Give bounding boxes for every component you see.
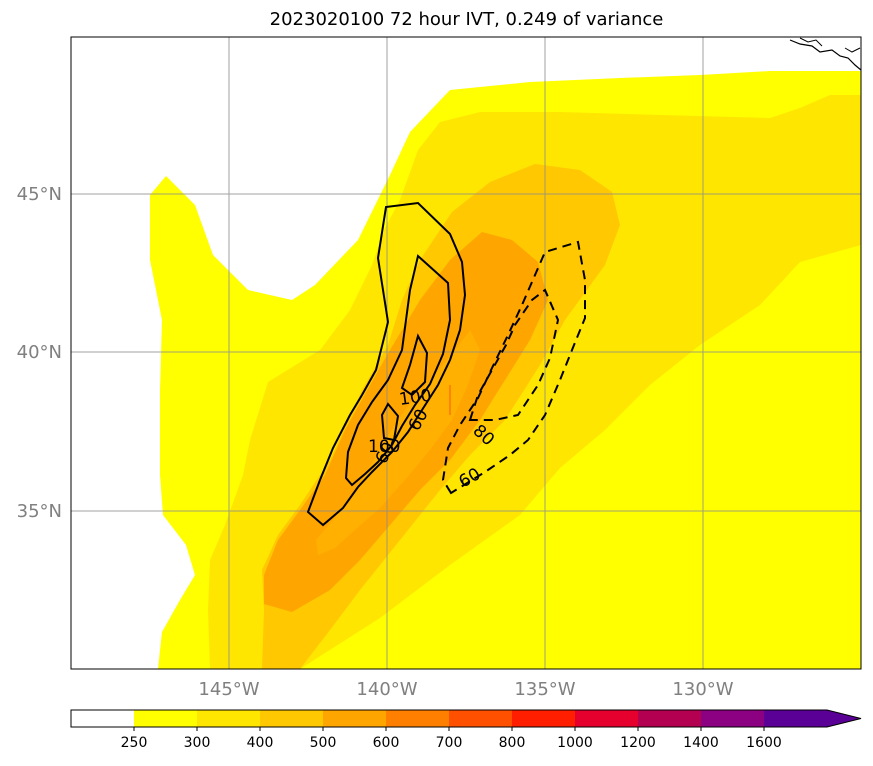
solid-contour-inner	[344, 254, 452, 487]
colorbar-tick-label: 600	[373, 735, 400, 751]
coastline-island	[799, 37, 861, 53]
colorbar-segment	[197, 710, 261, 727]
dashed-contour-outer	[441, 240, 586, 495]
lon-tick-label: 135°W	[514, 679, 575, 700]
colorbar-segment	[701, 710, 765, 727]
colorbar-segment	[638, 710, 702, 727]
solid-contour-outer	[306, 201, 467, 527]
gridlines	[71, 37, 861, 669]
colorbar-segment	[134, 710, 198, 727]
lon-tick-label: 140°W	[356, 679, 417, 700]
colorbar-segment	[512, 710, 576, 727]
colorbar-tick-label: 700	[436, 735, 463, 751]
colorbar-segment	[260, 710, 324, 727]
chart-title: 2023020100 72 hour IVT, 0.249 of varianc…	[269, 9, 664, 30]
colorbar-tick-label: 1000	[557, 735, 593, 751]
colorbar-segment	[386, 710, 450, 727]
colorbar-segment	[449, 710, 513, 727]
solid-contours	[306, 201, 467, 527]
colorbar-tick-label: 1400	[683, 735, 719, 751]
colorbar-segment	[323, 710, 387, 727]
lat-tick-labels: 45°N 40°N 35°N	[17, 184, 62, 522]
lon-tick-label: 145°W	[198, 679, 259, 700]
colorbar-extend-arrow	[826, 710, 861, 727]
colorbar-tick-label: 300	[184, 735, 211, 751]
contour-label-solid: 100	[398, 386, 433, 410]
colorbar-segment	[71, 710, 135, 727]
colorbar-outline	[70, 709, 862, 728]
dashed-contours	[441, 240, 586, 495]
lon-tick-labels: 145°W 140°W 135°W 130°W	[198, 679, 733, 700]
lat-tick-label: 45°N	[17, 184, 62, 205]
colorbar-tick-label: 400	[247, 735, 274, 751]
lon-tick-label: 130°W	[672, 679, 733, 700]
contour-label-solid: 100	[368, 437, 400, 457]
plot-frame	[70, 36, 862, 670]
solid-contour-small-b	[380, 402, 400, 442]
colorbar-tick-label: 1200	[620, 735, 656, 751]
solid-contour-small-a	[400, 333, 429, 397]
lat-tick-label: 40°N	[17, 342, 62, 363]
colorbar-segment	[575, 710, 639, 727]
colorbar-tick-label: 800	[499, 735, 526, 751]
colorbar-tick-label: 250	[121, 735, 148, 751]
coastline	[789, 39, 861, 71]
colorbar-tick-label: 500	[310, 735, 337, 751]
lat-tick-label: 35°N	[17, 501, 62, 522]
colorbar: 250 300 400 500 600 700 800 1000 1200 1400 1600	[70, 709, 862, 751]
dashed-contour-inner	[468, 288, 560, 421]
ivt-band-600	[316, 330, 480, 555]
colorbar-segment	[764, 710, 828, 727]
colorbar-tick-label: 1600	[746, 735, 782, 751]
ivt-field	[71, 37, 861, 669]
